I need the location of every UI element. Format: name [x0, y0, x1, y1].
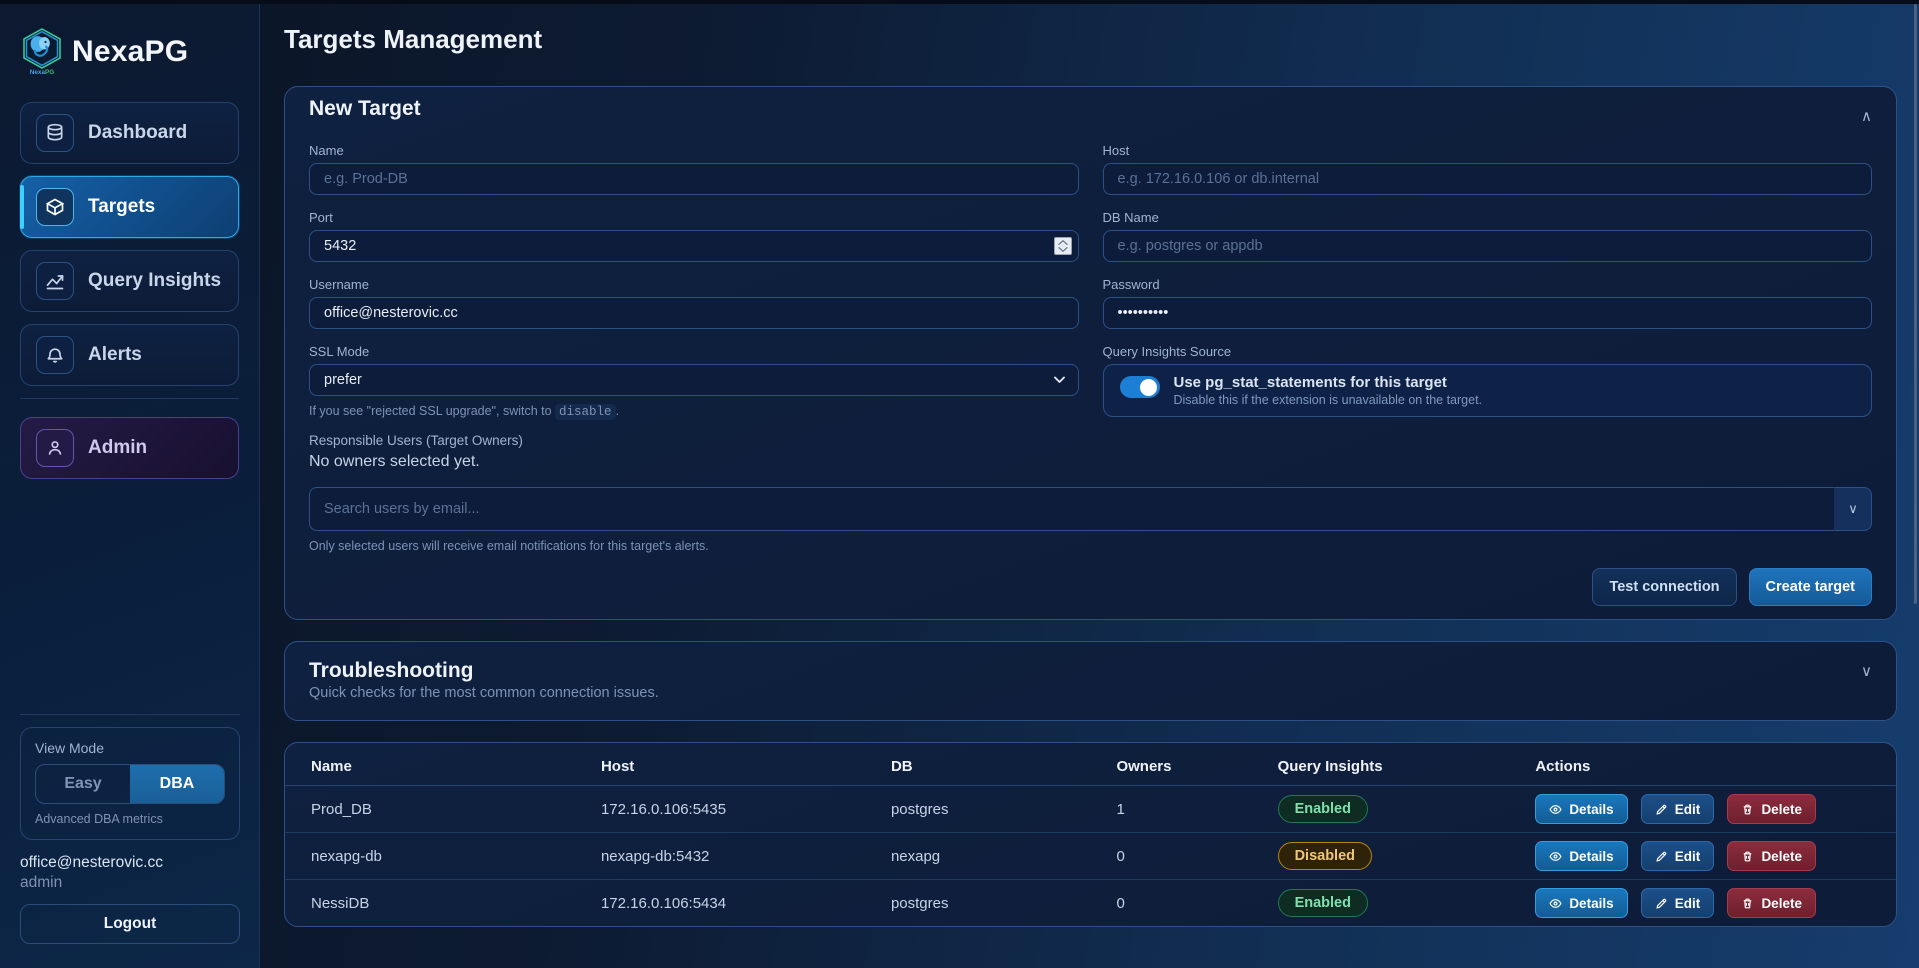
svg-text:NexaPG: NexaPG — [30, 69, 55, 76]
